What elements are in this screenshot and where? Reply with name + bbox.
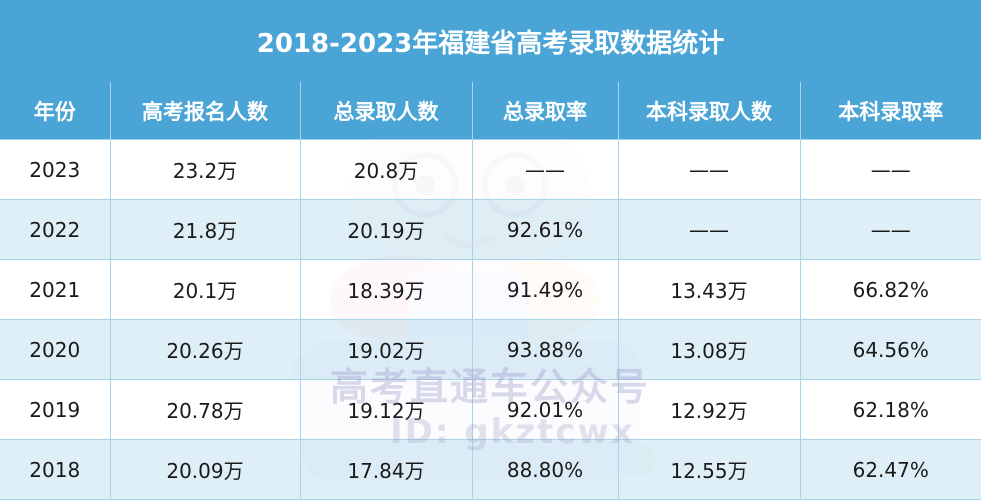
cell-total-rate: 91.49% [471,259,619,320]
table-row: 2018 20.09万 17.84万 88.80% 12.55万 62.47% [0,439,981,500]
cell-undergrad-admitted: 12.55万 [617,439,801,500]
cell-applicants: 21.8万 [109,199,301,260]
cell-undergrad-admitted: 13.43万 [617,259,801,320]
data-table: 年份 高考报名人数 总录取人数 总录取率 本科录取人数 本科录取率 2023 2… [0,82,981,500]
table-row: 2019 20.78万 19.12万 92.01% 12.92万 62.18% [0,379,981,440]
cell-total-admitted: 20.8万 [299,139,473,200]
cell-total-admitted: 20.19万 [299,199,473,260]
cell-year: 2021 [0,259,111,320]
cell-total-admitted: 18.39万 [299,259,473,320]
cell-undergrad-rate: —— [799,139,981,200]
cell-undergrad-rate: —— [799,199,981,260]
column-header-undergrad-admitted: 本科录取人数 [617,82,801,140]
cell-applicants: 20.26万 [109,319,301,380]
cell-undergrad-admitted: —— [617,199,801,260]
column-header-undergrad-rate: 本科录取率 [799,82,981,140]
table-row: 2023 23.2万 20.8万 —— —— —— [0,139,981,200]
cell-applicants: 23.2万 [109,139,301,200]
cell-undergrad-rate: 62.47% [799,439,981,500]
cell-undergrad-rate: 66.82% [799,259,981,320]
cell-year: 2020 [0,319,111,380]
cell-year: 2023 [0,139,111,200]
cell-undergrad-rate: 62.18% [799,379,981,440]
table-row: 2022 21.8万 20.19万 92.61% —— —— [0,199,981,260]
cell-total-rate: 92.01% [471,379,619,440]
page-title: 2018-2023年福建省高考录取数据统计 [0,0,981,82]
cell-year: 2018 [0,439,111,500]
cell-total-admitted: 19.02万 [299,319,473,380]
cell-year: 2019 [0,379,111,440]
cell-year: 2022 [0,199,111,260]
column-header-total-rate: 总录取率 [471,82,619,140]
cell-total-rate: —— [471,139,619,200]
column-header-total-admitted: 总录取人数 [299,82,473,140]
cell-total-admitted: 19.12万 [299,379,473,440]
cell-undergrad-rate: 64.56% [799,319,981,380]
table-row: 2021 20.1万 18.39万 91.49% 13.43万 66.82% [0,259,981,320]
cell-total-admitted: 17.84万 [299,439,473,500]
cell-total-rate: 92.61% [471,199,619,260]
watermark-id: ID: gkztcwx [390,412,635,452]
cell-undergrad-admitted: 13.08万 [617,319,801,380]
cell-applicants: 20.1万 [109,259,301,320]
cell-applicants: 20.78万 [109,379,301,440]
table-row: 2020 20.26万 19.02万 93.88% 13.08万 64.56% [0,319,981,380]
cell-undergrad-admitted: —— [617,139,801,200]
cell-undergrad-admitted: 12.92万 [617,379,801,440]
cell-total-rate: 88.80% [471,439,619,500]
column-header-applicants: 高考报名人数 [109,82,301,140]
column-header-year: 年份 [0,82,111,140]
watermark-text: 高考直通车公众号 [330,365,651,409]
header-row: 年份 高考报名人数 总录取人数 总录取率 本科录取人数 本科录取率 [0,82,981,140]
cell-applicants: 20.09万 [109,439,301,500]
cell-total-rate: 93.88% [471,319,619,380]
